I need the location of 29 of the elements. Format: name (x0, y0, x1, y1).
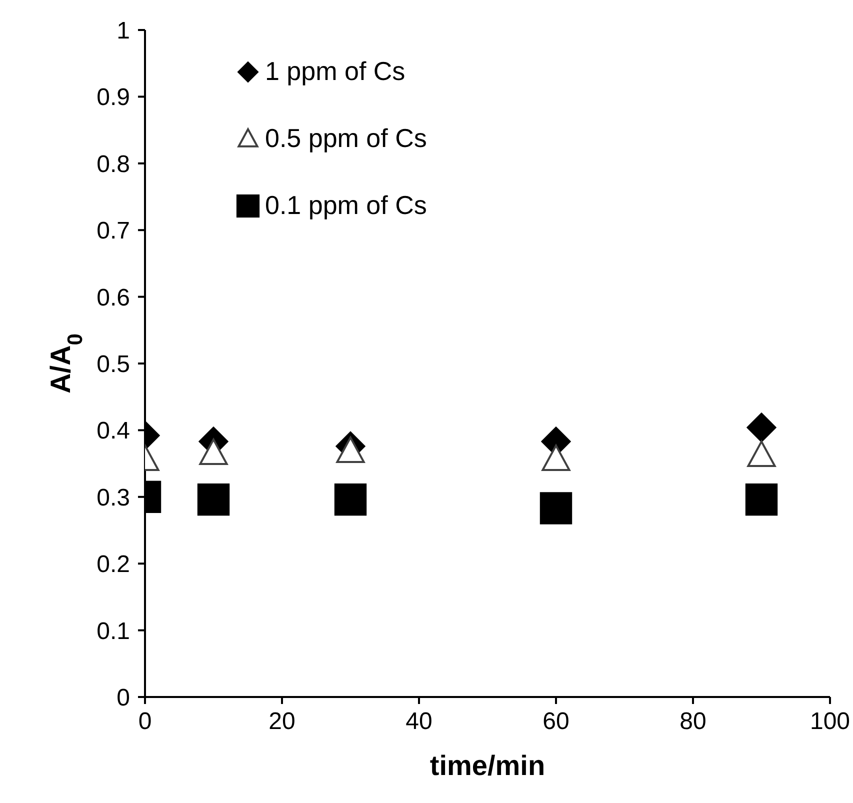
x-tick-label: 100 (810, 708, 850, 736)
y-tick-label: 0.9 (96, 84, 130, 112)
point (334, 483, 367, 516)
x-tick-label: 60 (542, 708, 570, 736)
y-tick-label: 0.3 (96, 484, 130, 512)
legend-label: 0.5 ppm of Cs (265, 123, 427, 154)
y-tick-label: 0.8 (96, 150, 130, 178)
legend-label: 0.1 ppm of Cs (265, 190, 427, 221)
point (199, 438, 228, 466)
point (745, 483, 778, 516)
point (542, 444, 570, 472)
y-tick-label: 0.5 (96, 351, 130, 378)
y-tick-label: 0 (116, 684, 130, 712)
y-tick-label: 0.1 (96, 618, 130, 645)
x-tick-label: 0 (138, 708, 152, 736)
y-tick-label: 0.7 (96, 218, 130, 245)
y-tick-label: 1 (116, 18, 130, 45)
legend-label: 1 ppm of Cs (265, 56, 406, 87)
point (540, 492, 572, 524)
point (197, 483, 230, 516)
y-tick-label: 0.4 (96, 418, 130, 445)
x-tick-label: 20 (268, 708, 296, 736)
y-tick-label: 0.6 (96, 284, 130, 312)
point (746, 412, 776, 442)
x-tick-label: 80 (680, 708, 706, 736)
x-tick-label: 40 (406, 708, 432, 736)
x-axis-title: time/min (430, 750, 546, 781)
point (336, 436, 365, 464)
y-tick-label: 0.2 (96, 551, 130, 578)
